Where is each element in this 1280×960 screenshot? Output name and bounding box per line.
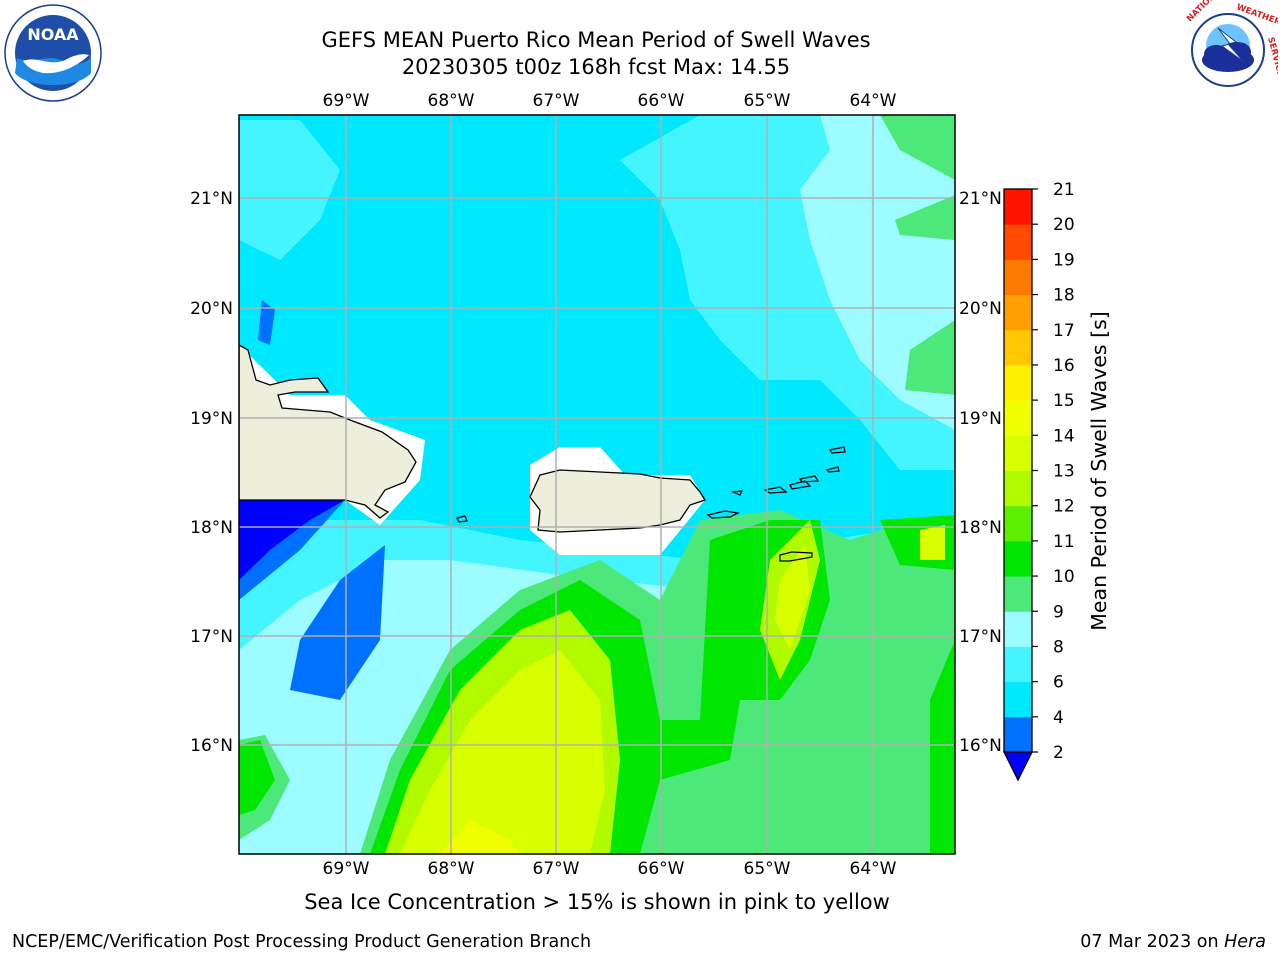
lon-tick: 65°W (744, 859, 791, 879)
lat-ticks-right: 21°N 20°N 19°N 18°N 17°N 16°N (959, 189, 1002, 756)
colorbar-tick-label: 9 (1053, 602, 1064, 622)
lat-tick: 17°N (190, 627, 233, 647)
lon-tick: 67°W (533, 859, 580, 879)
footer-date-text: 07 Mar 2023 on (1080, 932, 1219, 952)
footer-date: 07 Mar 2023 on Hera (1080, 932, 1266, 952)
lat-ticks-left: 21°N 20°N 19°N 18°N 17°N 16°N (190, 189, 233, 756)
chart-title: GEFS MEAN Puerto Rico Mean Period of Swe… (321, 28, 871, 52)
map-frame (238, 114, 956, 855)
land-mona (456, 515, 468, 523)
lon-tick: 67°W (533, 91, 580, 111)
colorbar-segment (1004, 294, 1032, 331)
sea-ice-caption: Sea Ice Concentration > 15% is shown in … (304, 890, 890, 914)
noaa-logo-text: NOAA (27, 25, 79, 44)
noaa-logo: NOAA (4, 4, 102, 102)
lon-tick: 66°W (638, 91, 685, 111)
colorbar-tick-label: 2 (1053, 743, 1064, 763)
colorbar-segment (1004, 329, 1032, 366)
colorbar-tick-label: 20 (1053, 215, 1075, 235)
field-12-13-e2 (920, 525, 945, 560)
land-virgin-islands (730, 446, 846, 496)
chart-subtitle: 20230305 t00z 168h fcst Max: 14.55 (401, 55, 791, 79)
colorbar-segment (1004, 505, 1032, 542)
colorbar-tick-label: 8 (1053, 637, 1064, 657)
colorbar-segment (1004, 681, 1032, 718)
colorbar-tick-label: 12 (1053, 497, 1075, 517)
colorbar-tick-label: 18 (1053, 286, 1075, 306)
lat-tick: 16°N (959, 736, 1002, 756)
colorbar-tick-label: 11 (1053, 532, 1075, 552)
footer-machine: Hera (1224, 932, 1266, 952)
footer-organization: NCEP/EMC/Verification Post Processing Pr… (12, 932, 592, 952)
lat-tick: 19°N (959, 409, 1002, 429)
colorbar-segment (1004, 259, 1032, 296)
lon-tick: 65°W (744, 91, 791, 111)
field-13-14 (440, 820, 520, 854)
colorbar-segment (1004, 646, 1032, 683)
colorbar-segment (1004, 400, 1032, 436)
land-st-croix (779, 551, 813, 562)
lon-ticks-bottom: 69°W 68°W 67°W 66°W 65°W 64°W (323, 859, 897, 879)
map-area (239, 115, 955, 854)
lon-ticks-top: 69°W 68°W 67°W 66°W 65°W 64°W (323, 91, 897, 111)
colorbar-segment (1004, 435, 1032, 471)
land-hispaniola (239, 344, 417, 519)
colorbar-tick-label: 15 (1053, 391, 1075, 411)
colorbar-segment (1004, 224, 1032, 260)
colorbar-segment (1004, 716, 1032, 753)
colorbar-tick-label: 13 (1053, 462, 1075, 482)
field-under-2 (239, 500, 345, 580)
lat-tick: 17°N (959, 627, 1002, 647)
lat-tick: 21°N (190, 189, 233, 209)
colorbar-segment (1004, 189, 1032, 225)
colorbar-segment (1004, 576, 1032, 612)
colorbar-tick-label: 10 (1053, 567, 1075, 587)
field-9-10-e2 (905, 320, 955, 395)
colorbar-tick-label: 6 (1053, 673, 1064, 693)
land-vieques (706, 510, 740, 519)
lon-tick: 69°W (323, 859, 370, 879)
colorbar-under-triangle (1002, 751, 1034, 782)
lat-tick: 18°N (959, 518, 1002, 538)
lon-tick: 69°W (323, 91, 370, 111)
field-9-10-e (895, 195, 955, 240)
colorbar-tick-label: 16 (1053, 356, 1075, 376)
colorbar-tick-label: 14 (1053, 426, 1075, 446)
map-grid (239, 115, 955, 854)
lon-tick: 64°W (850, 91, 897, 111)
lon-tick: 68°W (428, 91, 475, 111)
field-12-13-e (775, 545, 810, 650)
field-4-6-w (290, 545, 385, 700)
lat-tick: 19°N (190, 409, 233, 429)
nws-logo: NATIONAL WEATHER SERVICE (1180, 0, 1278, 98)
lon-tick: 68°W (428, 859, 475, 879)
colorbar-tick-label: 19 (1053, 250, 1075, 270)
colorbar-tick-label: 17 (1053, 321, 1075, 341)
lon-tick: 66°W (638, 859, 685, 879)
lat-tick: 20°N (190, 299, 233, 319)
colorbar-tick-label: 4 (1053, 708, 1064, 728)
colorbar-segment (1004, 540, 1032, 577)
colorbar-segment (1004, 364, 1032, 401)
field-10-11-w (239, 740, 275, 815)
colorbar-tick-label: 21 (1053, 180, 1075, 200)
field-6-8-west (239, 120, 340, 260)
colorbar: 2 4 6 8 9 10 11 12 13 14 15 16 17 18 19 20 21 (1002, 180, 1075, 782)
lat-tick: 21°N (959, 189, 1002, 209)
field-10-11-se (930, 640, 955, 854)
lon-tick: 64°W (850, 859, 897, 879)
field-4-6-nw (258, 300, 275, 345)
colorbar-segment (1004, 611, 1032, 647)
lat-tick: 18°N (190, 518, 233, 538)
lat-tick: 16°N (190, 736, 233, 756)
colorbar-segment (1004, 470, 1032, 507)
colorbar-label: Mean Period of Swell Waves [s] (1087, 311, 1111, 631)
field-9-10-ne (880, 115, 955, 180)
lat-tick: 20°N (959, 299, 1002, 319)
